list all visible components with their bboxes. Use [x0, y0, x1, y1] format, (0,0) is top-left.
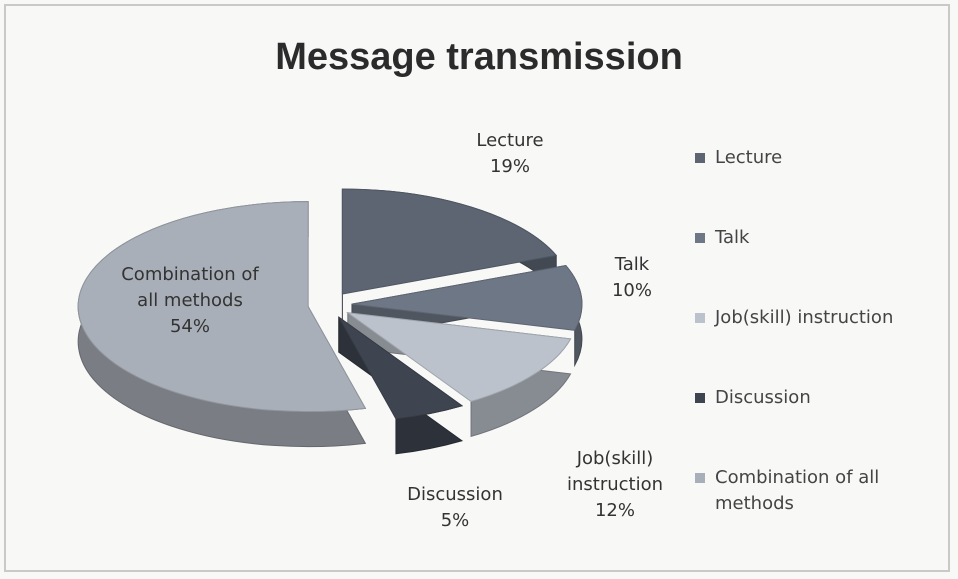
- data-label-category: Talk: [614, 254, 650, 275]
- data-label: Combination of all methods 54%: [110, 262, 270, 340]
- slice: [341, 188, 558, 295]
- data-label-value: 10%: [611, 280, 652, 302]
- data-label-value: 5%: [440, 510, 470, 532]
- legend-item: Job(skill) instruction: [695, 305, 935, 331]
- slice: [338, 316, 464, 420]
- legend-swatch: [695, 313, 705, 323]
- data-label: Talk 10%: [592, 252, 672, 304]
- data-label: Job(skill) instruction 12%: [555, 446, 675, 524]
- data-label-category: Job(skill) instruction: [566, 448, 664, 496]
- legend-item: Combination of all methods: [695, 465, 935, 517]
- data-label: Lecture 19%: [440, 128, 580, 180]
- legend-label: Combination of all methods: [715, 467, 880, 515]
- data-label-category: Discussion: [407, 484, 503, 505]
- slice: [345, 312, 572, 402]
- data-label-category: Lecture: [476, 130, 544, 151]
- legend-swatch: [695, 153, 705, 163]
- legend-label: Talk: [715, 227, 750, 248]
- frame: [4, 4, 950, 572]
- legend-item: Lecture: [695, 145, 935, 171]
- slice: [351, 264, 583, 331]
- slice: [77, 201, 367, 413]
- legend-label: Discussion: [715, 387, 811, 408]
- legend-swatch: [695, 393, 705, 403]
- data-label: Discussion 5%: [385, 482, 525, 534]
- legend-item: Discussion: [695, 385, 935, 411]
- data-label-value: 19%: [489, 156, 530, 178]
- chart-title: Message transmission: [275, 36, 683, 78]
- legend-swatch: [695, 233, 705, 243]
- data-label-value: 54%: [169, 316, 210, 338]
- data-label-value: 12%: [594, 500, 635, 522]
- legend-item: Talk: [695, 225, 935, 251]
- legend-label: Job(skill) instruction: [715, 307, 894, 328]
- legend-swatch: [695, 473, 705, 483]
- legend-label: Lecture: [715, 147, 783, 168]
- data-label-category: Combination of all methods: [121, 264, 259, 312]
